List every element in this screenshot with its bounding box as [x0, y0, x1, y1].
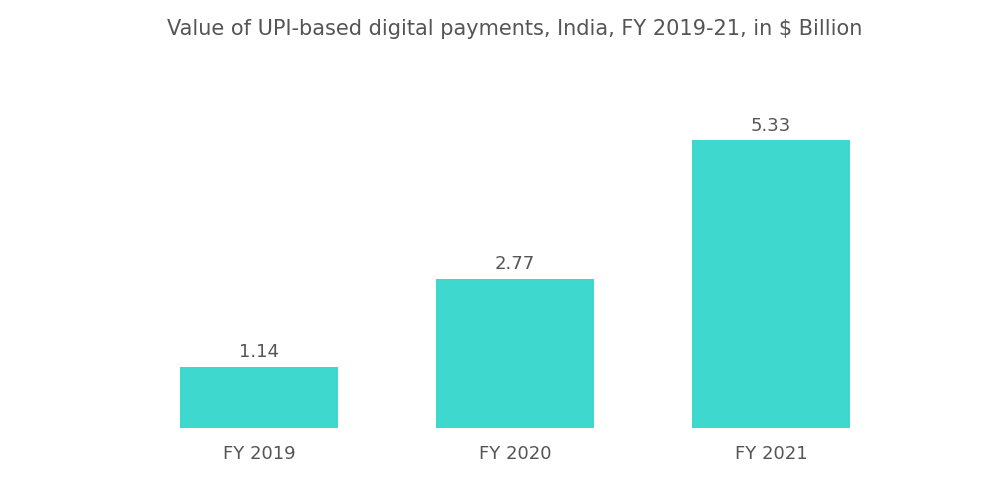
Bar: [692, 140, 850, 428]
Text: 5.33: 5.33: [751, 116, 791, 135]
Text: 2.77: 2.77: [495, 255, 535, 273]
Title: Value of UPI-based digital payments, India, FY 2019-21, in $ Billion: Value of UPI-based digital payments, Ind…: [167, 20, 863, 39]
Bar: [180, 367, 338, 428]
Bar: [436, 279, 594, 428]
Text: 1.14: 1.14: [239, 343, 279, 361]
